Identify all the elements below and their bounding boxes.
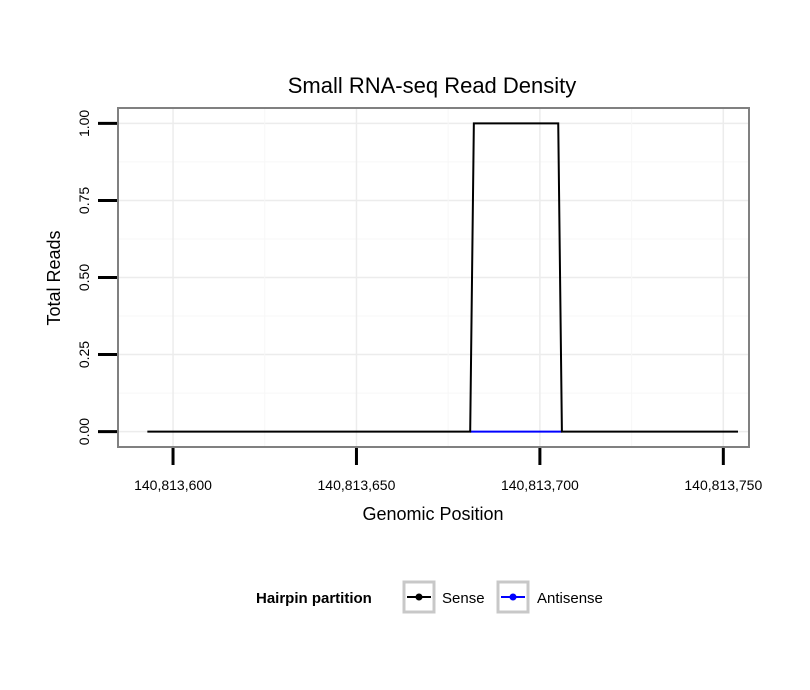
y-axis: 0.00 0.25 0.50 0.75 1.00 [76,110,117,445]
legend-marker-sense [415,593,423,601]
x-axis: 140,813,600 140,813,650 140,813,700 140,813… [134,448,762,493]
y-tick-label: 0.00 [76,418,92,445]
legend-item-antisense: Antisense [496,580,603,614]
y-tick-label: 0.25 [76,341,92,368]
legend-label-antisense: Antisense [537,590,603,607]
y-tick-label: 1.00 [76,110,92,137]
legend-label-sense: Sense [442,590,485,607]
x-tick-label: 140,813,750 [684,477,762,493]
legend-item-sense: Sense [402,580,485,614]
chart-title: Small RNA-seq Read Density [288,73,577,98]
legend-marker-antisense [509,593,517,601]
y-tick-label: 0.50 [76,264,92,291]
series-layer [147,122,738,433]
x-tick-label: 140,813,600 [134,477,212,493]
y-tick-label: 0.75 [76,187,92,214]
y-axis-title: Total Reads [44,230,64,325]
x-tick-label: 140,813,650 [318,477,396,493]
legend: Hairpin partition Sense Antisense [256,580,603,614]
x-tick-label: 140,813,700 [501,477,579,493]
series-line-sense [147,122,738,433]
plot-border [117,107,750,448]
grid-lines [118,108,749,447]
legend-title: Hairpin partition [256,590,372,607]
x-axis-title: Genomic Position [362,504,503,524]
